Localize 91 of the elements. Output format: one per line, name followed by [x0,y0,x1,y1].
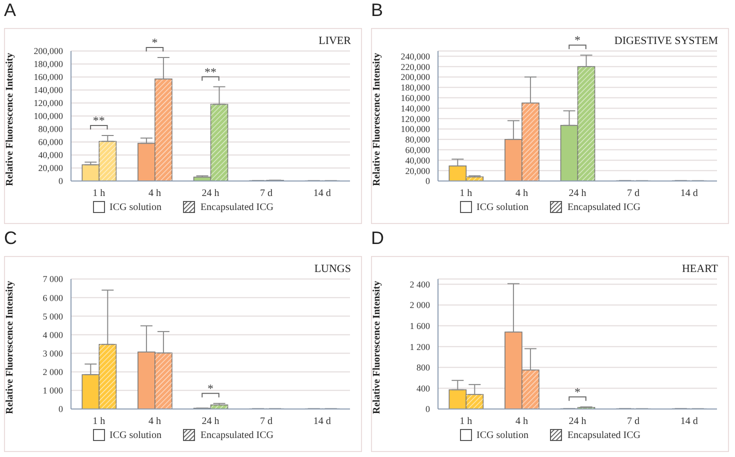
x-tick-label: 4 h [148,188,161,200]
text: Encapsulated ICG [567,430,640,440]
y-tick-label: 240,000 [400,51,430,62]
y-tick-label: 60,000 [38,137,64,148]
y-tick-label: 3 000 [42,348,64,358]
text: Encapsulated ICG [200,430,274,440]
annotation: * [574,33,580,48]
x-tick-label: 4 h [515,416,528,428]
y-tick-label: 100,000 [400,124,430,134]
y-tick-label: 1 200 [410,342,430,352]
x-tick-label: 1 h [92,188,106,200]
chart-title: C [4,228,17,249]
text: ICG solution [110,202,162,212]
y-tick-label: 120,000 [34,98,64,108]
y-tick-label: 200,000 [34,46,64,56]
y-tick-label: 220,000 [400,62,430,72]
annotation: * [208,381,214,396]
x-tick-label: 4 h [148,416,161,428]
text: ICG solution [110,430,162,440]
y-tick-label: 5 000 [42,311,64,322]
chart-subtitle: LIVER [318,35,351,47]
y-tick-label: 2 400 [410,279,430,290]
y-tick-label: 2 000 [410,300,430,310]
x-tick-label: 1 h [460,416,472,428]
x-tick-label: 7 d [627,188,640,200]
y-tick-label: 0 [426,176,430,186]
y-tick-label: 180,000 [400,82,430,93]
chart-subtitle: LUNGS [314,263,351,275]
y-tick-label: 100,000 [34,111,64,122]
text: Encapsulated ICG [567,202,640,212]
bracket: ** [202,64,220,82]
x-tick-label: 24 h [202,416,220,428]
chart-title: D [371,228,384,249]
y-tick-label: 60,000 [405,144,430,155]
annotation: ** [204,64,216,79]
x-tick-label: 14 d [313,416,331,428]
x-tick-label: 14 d [680,416,698,428]
y-tick-label: 1 600 [410,320,430,331]
y-tick-label: 80,000 [405,134,430,145]
bracket: ** [90,114,108,130]
bracket: * [202,381,220,398]
y-tick-label: 800 [416,362,430,373]
y-tick-label: 0 [426,404,430,414]
y-tick-label: 0 [58,176,64,186]
y-tick-label: 400 [416,383,430,394]
text: Encapsulated ICG [200,202,274,212]
x-tick-label: 14 d [680,188,698,200]
y-axis-title: Relative Fluorescence Intensity [4,52,16,186]
y-tick-label: 2 000 [42,367,64,378]
x-tick-label: 14 d [313,188,331,200]
x-tick-label: 4 h [515,188,528,200]
y-tick-label: 20,000 [405,166,430,176]
annotation: * [574,384,580,399]
y-tick-label: 140,000 [400,103,430,114]
y-axis-title: Relative Fluorescence Intensity [372,280,383,414]
x-tick-label: 24 h [568,416,586,428]
y-tick-label: 160,000 [400,92,430,103]
chart-title: A [4,0,16,21]
x-tick-label: 7 d [627,416,640,428]
y-tick-label: 7 000 [42,274,64,284]
bracket: * [146,36,164,52]
chart-title: B [371,0,384,21]
y-tick-label: 1 000 [42,386,64,396]
y-tick-label: 80,000 [38,124,64,134]
y-axis-title: Relative Fluorescence Intensity [372,52,383,186]
chart-subtitle: DIGESTIVE SYSTEM [614,35,718,47]
annotation: ** [92,114,105,128]
y-axis-title: Relative Fluorescence Intensity [4,280,16,414]
y-tick-label: 200,000 [400,72,430,82]
text: ICG solution [476,430,528,440]
x-tick-label: 7 d [260,416,273,428]
text: ICG solution [476,202,528,212]
annotation: * [152,36,158,50]
y-tick-label: 160,000 [34,72,64,82]
y-tick-label: 40,000 [38,150,64,160]
y-tick-label: 40,000 [405,155,430,166]
y-tick-label: 0 [58,404,64,414]
x-tick-label: 1 h [460,188,472,200]
bracket: * [568,33,586,50]
x-tick-label: 1 h [92,416,106,428]
y-tick-label: 140,000 [34,85,64,96]
y-tick-label: 4 000 [42,330,64,340]
y-tick-label: 180,000 [34,59,64,70]
x-tick-label: 7 d [260,188,273,200]
chart-subtitle: HEART [682,263,718,275]
y-tick-label: 120,000 [400,114,430,124]
y-tick-label: 6 000 [42,292,64,303]
x-tick-label: 24 h [202,188,220,200]
bracket: * [568,384,586,402]
x-tick-label: 24 h [568,188,586,200]
y-tick-label: 20,000 [38,163,64,174]
